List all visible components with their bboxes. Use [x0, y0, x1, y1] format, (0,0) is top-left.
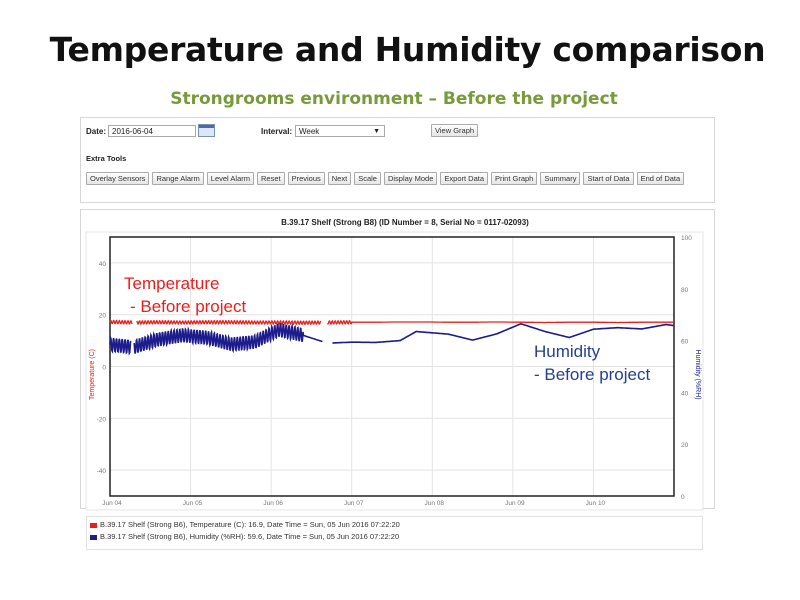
x-tick-label: Jun 04	[102, 500, 122, 507]
slide-subtitle: Strongrooms environment – Before the pro…	[170, 89, 618, 109]
legend-text-humidity: B.39.17 Shelf (Strong B6), Humidity (%RH…	[100, 532, 400, 541]
legend-text-temperature: B.39.17 Shelf (Strong B6), Temperature (…	[100, 520, 400, 529]
humidity-annotation-line2: - Before project	[534, 365, 651, 384]
reset-button[interactable]: Reset	[256, 172, 285, 185]
legend-item-humidity: B.39.17 Shelf (Strong B6), Humidity (%RH…	[90, 532, 399, 541]
x-tick-label: Jun 05	[183, 500, 203, 507]
display-mode-button[interactable]: Display Mode	[383, 172, 438, 185]
next-button[interactable]: Next	[327, 172, 352, 185]
chart-title: B.39.17 Shelf (Strong B8) (ID Number = 8…	[281, 218, 529, 227]
y-left-axis-label: Temperature (C)	[89, 349, 96, 400]
y-left-tick-label: 0	[102, 365, 106, 372]
humidity-series-line	[332, 322, 675, 344]
interval-select-value: Week	[299, 127, 320, 136]
print-graph-button[interactable]: Print Graph	[491, 172, 538, 185]
interval-select[interactable]: Week ▼	[295, 125, 385, 137]
interval-label: Interval:	[261, 127, 293, 136]
temperature-annotation: Temperature - Before project	[124, 272, 246, 318]
x-tick-label: Jun 09	[505, 500, 525, 507]
calendar-icon[interactable]	[198, 124, 215, 137]
summary-button[interactable]: Summary	[540, 172, 581, 185]
temperature-series-line	[326, 319, 674, 325]
export-data-button[interactable]: Export Data	[440, 172, 488, 185]
y-left-tick-label: 20	[99, 313, 107, 320]
date-input[interactable]: 2016-06-04	[108, 125, 196, 137]
extra-tools-bar: Overlay Sensors Range Alarm Level Alarm Res…	[86, 168, 687, 186]
start-of-data-button[interactable]: Start of Data	[583, 172, 634, 185]
y-right-tick-label: 80	[681, 287, 689, 294]
y-right-tick-label: 20	[681, 442, 689, 449]
humidity-annotation: Humidity - Before project	[534, 340, 650, 386]
y-left-tick-label: -40	[97, 468, 107, 475]
humidity-series-line	[109, 334, 132, 356]
y-right-tick-label: 60	[681, 339, 689, 346]
end-of-data-button[interactable]: End of Data	[636, 172, 685, 185]
legend-item-temperature: B.39.17 Shelf (Strong B6), Temperature (…	[90, 520, 400, 529]
y-right-tick-label: 40	[681, 390, 689, 397]
plot-area	[109, 236, 675, 497]
y-left-tick-label: -20	[97, 416, 107, 423]
date-label: Date:	[86, 127, 107, 136]
humidity-series-line	[133, 323, 323, 354]
legend-swatch-humidity	[90, 534, 97, 540]
scale-button[interactable]: Scale	[354, 172, 381, 185]
x-tick-label: Jun 10	[586, 500, 606, 507]
legend-swatch-temperature	[90, 522, 97, 528]
chart-frame	[85, 231, 704, 511]
legend-panel	[86, 516, 703, 550]
level-alarm-button[interactable]: Level Alarm	[206, 172, 254, 185]
temperature-annotation-line1: Temperature	[124, 274, 220, 293]
y-right-axis-label: Humidity (%RH)	[694, 349, 701, 399]
view-graph-button[interactable]: View Graph	[431, 124, 479, 137]
x-tick-label: Jun 06	[263, 500, 283, 507]
temperature-annotation-line2: - Before project	[130, 297, 247, 316]
previous-button[interactable]: Previous	[287, 172, 325, 185]
x-tick-label: Jun 08	[425, 500, 445, 507]
overlay-sensors-button[interactable]: Overlay Sensors	[86, 172, 150, 185]
slide-title: Temperature and Humidity comparison	[49, 30, 766, 69]
x-tick-label: Jun 07	[344, 500, 364, 507]
y-left-tick-label: 40	[99, 261, 107, 268]
range-alarm-button[interactable]: Range Alarm	[152, 172, 204, 185]
temperature-series-line	[136, 319, 322, 326]
extra-tools-label: Extra Tools	[86, 154, 127, 163]
y-right-tick-label: 0	[681, 494, 685, 501]
chevron-down-icon: ▼	[373, 128, 380, 135]
temperature-series-line	[109, 319, 133, 325]
humidity-annotation-line1: Humidity	[534, 342, 601, 361]
y-right-tick-label: 100	[681, 235, 692, 242]
